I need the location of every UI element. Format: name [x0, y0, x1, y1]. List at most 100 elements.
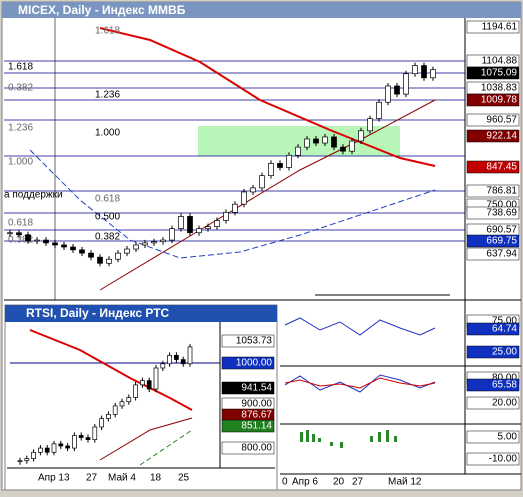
price-label: 637.94 — [486, 249, 517, 260]
date-label: 20 — [333, 477, 345, 488]
candle — [16, 232, 22, 236]
rtsi-ma3 — [139, 429, 193, 466]
price-label: 75.00 — [492, 316, 517, 327]
ma-red — [99, 27, 436, 167]
date-label: Май 12 — [388, 477, 422, 488]
candle — [160, 239, 166, 243]
price-box — [466, 129, 520, 143]
candle — [38, 447, 43, 453]
candle — [430, 69, 436, 79]
candle — [31, 451, 36, 459]
candle — [115, 252, 121, 260]
price-label: 1038.83 — [481, 83, 518, 94]
price-box — [466, 452, 520, 466]
candle — [58, 443, 64, 447]
fib-label: 0.618 — [8, 218, 33, 229]
candle — [106, 258, 112, 264]
candle — [313, 138, 319, 144]
candle — [43, 239, 49, 244]
price-label: 941.54 — [241, 383, 272, 394]
candle — [72, 435, 77, 449]
candle — [79, 249, 85, 254]
candle — [167, 354, 172, 365]
candle — [17, 460, 23, 463]
price-box — [221, 419, 275, 433]
date-label: Май 4 — [108, 473, 136, 484]
osc1 — [284, 317, 436, 336]
candle — [34, 239, 40, 242]
candle — [78, 435, 84, 438]
rtsi-ma2 — [99, 417, 193, 461]
price-label: 65.58 — [492, 380, 517, 391]
candle — [70, 246, 76, 251]
candle — [349, 140, 355, 152]
candle — [160, 363, 166, 369]
candle — [277, 163, 283, 168]
candle — [51, 443, 57, 453]
price-box — [466, 247, 520, 261]
candle — [403, 73, 409, 95]
candle — [112, 405, 118, 415]
candle — [304, 138, 310, 148]
candle — [187, 216, 193, 234]
price-label: 669.75 — [486, 236, 517, 247]
rtsi-title: RTSI, Daily - Индекс РТС — [26, 306, 170, 320]
candle — [24, 458, 30, 462]
rtsi-title-bar — [5, 305, 277, 322]
price-label: 800.00 — [241, 443, 272, 454]
candle — [178, 216, 184, 230]
candle — [133, 384, 138, 398]
price-label: 900.00 — [241, 399, 272, 410]
rtsi-window — [4, 304, 278, 491]
candle — [322, 136, 328, 144]
price-label: 1053.73 — [236, 336, 273, 347]
price-box — [466, 345, 520, 359]
price-box — [466, 184, 520, 198]
price-box — [466, 160, 520, 174]
price-box — [466, 93, 520, 107]
candle — [376, 101, 382, 119]
candle — [92, 426, 98, 441]
date-label: 27 — [86, 473, 98, 484]
fib-label: а поддержки — [4, 190, 63, 201]
fib-lines — [4, 60, 465, 242]
price-box — [466, 378, 520, 392]
rtsi-ma — [29, 329, 193, 411]
candle — [250, 187, 256, 193]
date-label: 0 — [282, 477, 288, 488]
date-label: 25 — [178, 473, 190, 484]
price-box — [466, 234, 520, 248]
candle — [421, 65, 427, 79]
price-box — [466, 206, 520, 220]
candle — [331, 136, 337, 148]
candle — [140, 380, 145, 386]
fib-label: 1.618 — [8, 62, 33, 73]
price-label: 690.57 — [486, 225, 517, 236]
candle — [223, 211, 229, 221]
price-label: 80.00 — [492, 373, 517, 384]
candle — [25, 234, 31, 242]
fib-label: 1.236 — [8, 123, 33, 134]
candle — [126, 397, 132, 403]
candle — [146, 380, 152, 390]
price-label: 20.00 — [492, 398, 517, 409]
price-label: 1009.78 — [481, 95, 518, 106]
price-box — [221, 334, 275, 348]
candle — [232, 203, 238, 213]
candle — [169, 228, 175, 241]
candle — [241, 191, 247, 205]
price-box — [466, 20, 520, 34]
candle — [142, 242, 148, 246]
price-label: 876.67 — [241, 410, 272, 421]
price-label: 1075.09 — [481, 68, 518, 79]
candle — [286, 154, 292, 168]
candle — [106, 414, 111, 419]
candle — [174, 354, 179, 360]
candle — [187, 346, 193, 365]
fib-label: 1.000 — [95, 128, 120, 139]
candle — [385, 85, 391, 103]
candle — [85, 437, 91, 441]
candle — [88, 252, 94, 258]
candle — [205, 226, 211, 230]
price-box — [466, 396, 520, 410]
